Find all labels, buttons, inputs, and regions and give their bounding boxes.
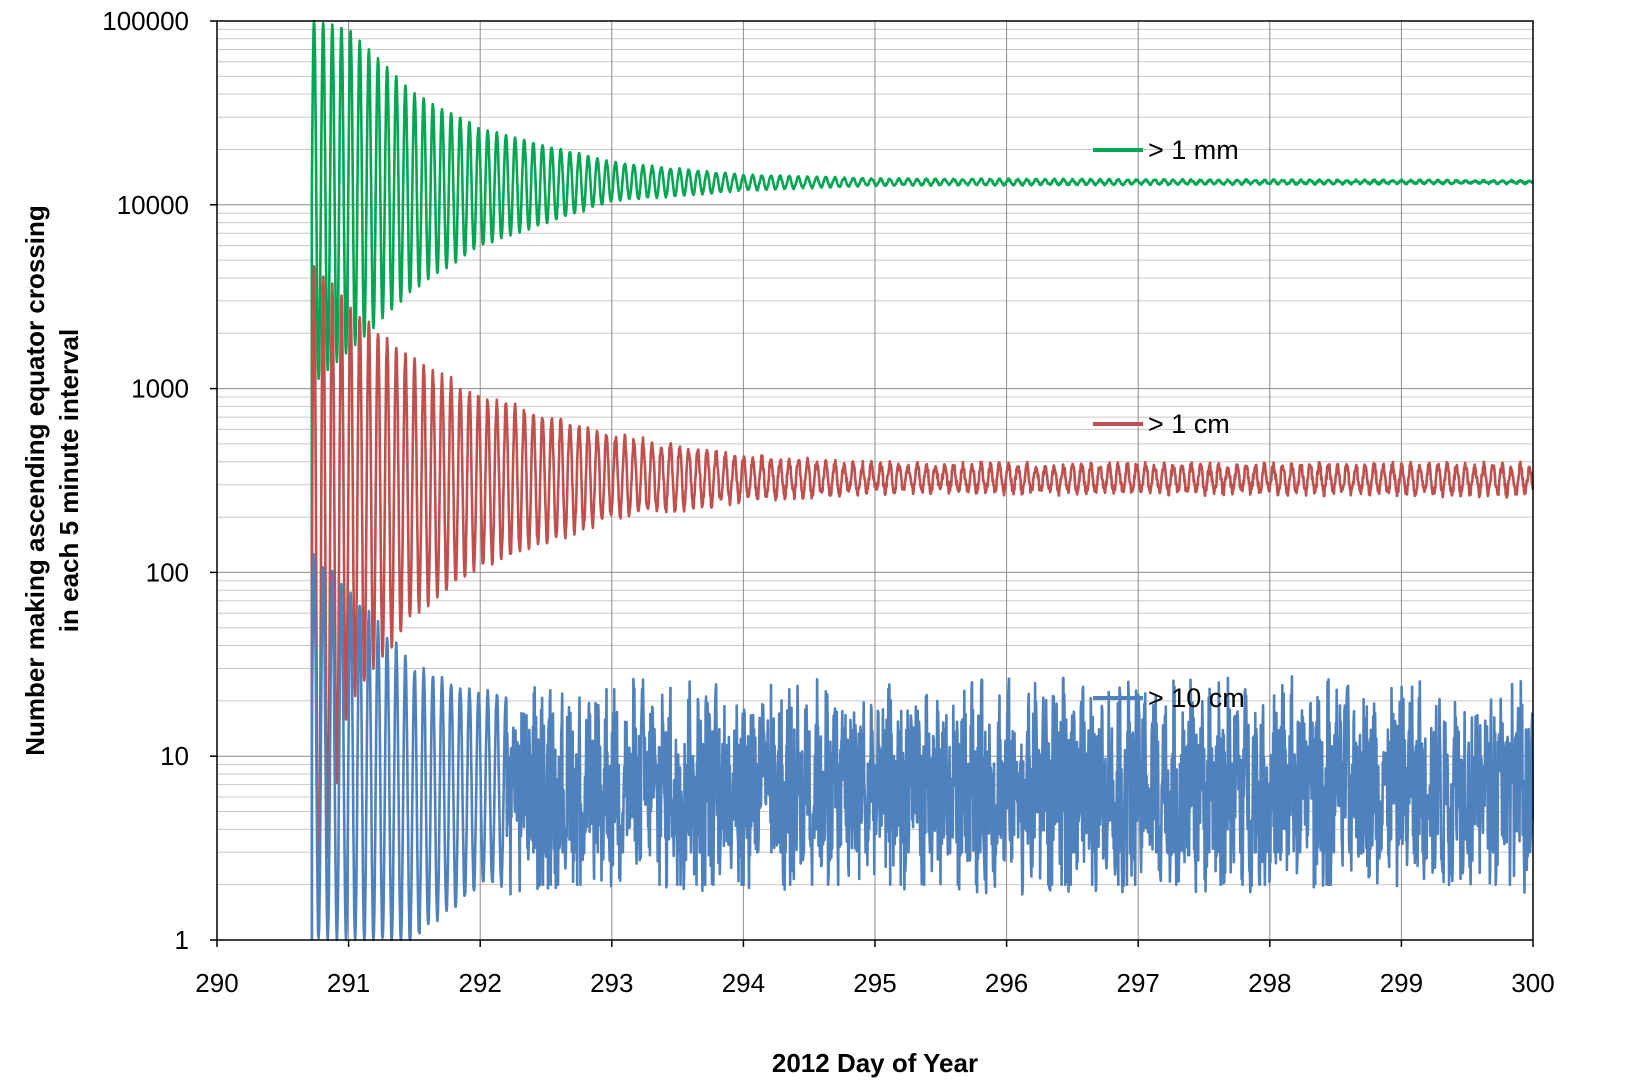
legend: > 1 mm > 1 cm > 10 cm <box>1093 135 1245 713</box>
x-tick-label: 298 <box>1248 968 1291 998</box>
x-tick-label: 294 <box>722 968 765 998</box>
x-tick-label: 292 <box>459 968 502 998</box>
y-tick-label: 10 <box>160 741 189 771</box>
series-line-3 <box>310 553 1534 942</box>
y-tick-label: 1000 <box>131 374 189 404</box>
legend-label: > 1 mm <box>1148 135 1239 165</box>
x-tick-label: 300 <box>1511 968 1554 998</box>
x-axis-ticks: 290 291 292 293 294 295 296 297 298 299 300 <box>195 940 1555 998</box>
series-line-2 <box>310 265 1534 940</box>
legend-label: > 10 cm <box>1148 683 1245 713</box>
y-axis-title-line-2: in each 5 minute interval <box>54 329 84 632</box>
y-axis-title-line-1: Number making ascending equator crossing <box>20 205 50 755</box>
series-layer <box>310 19 1534 942</box>
x-tick-label: 290 <box>195 968 238 998</box>
y-axis-ticks: 1 10 100 1000 10000 100000 <box>102 6 217 955</box>
x-tick-label: 291 <box>327 968 370 998</box>
y-axis-title: Number making ascending equator crossing… <box>20 205 84 755</box>
y-tick-label: 10000 <box>117 190 189 220</box>
x-tick-label: 295 <box>853 968 896 998</box>
legend-label: > 1 cm <box>1148 409 1230 439</box>
y-tick-label: 100000 <box>102 6 189 36</box>
y-tick-label: 1 <box>175 925 189 955</box>
x-axis-title: 2012 Day of Year <box>772 1048 978 1078</box>
x-tick-label: 296 <box>985 968 1028 998</box>
x-tick-label: 293 <box>590 968 633 998</box>
x-tick-label: 299 <box>1380 968 1423 998</box>
series-line-1 <box>310 19 1534 940</box>
x-tick-label: 297 <box>1117 968 1160 998</box>
y-tick-label: 100 <box>146 557 189 587</box>
